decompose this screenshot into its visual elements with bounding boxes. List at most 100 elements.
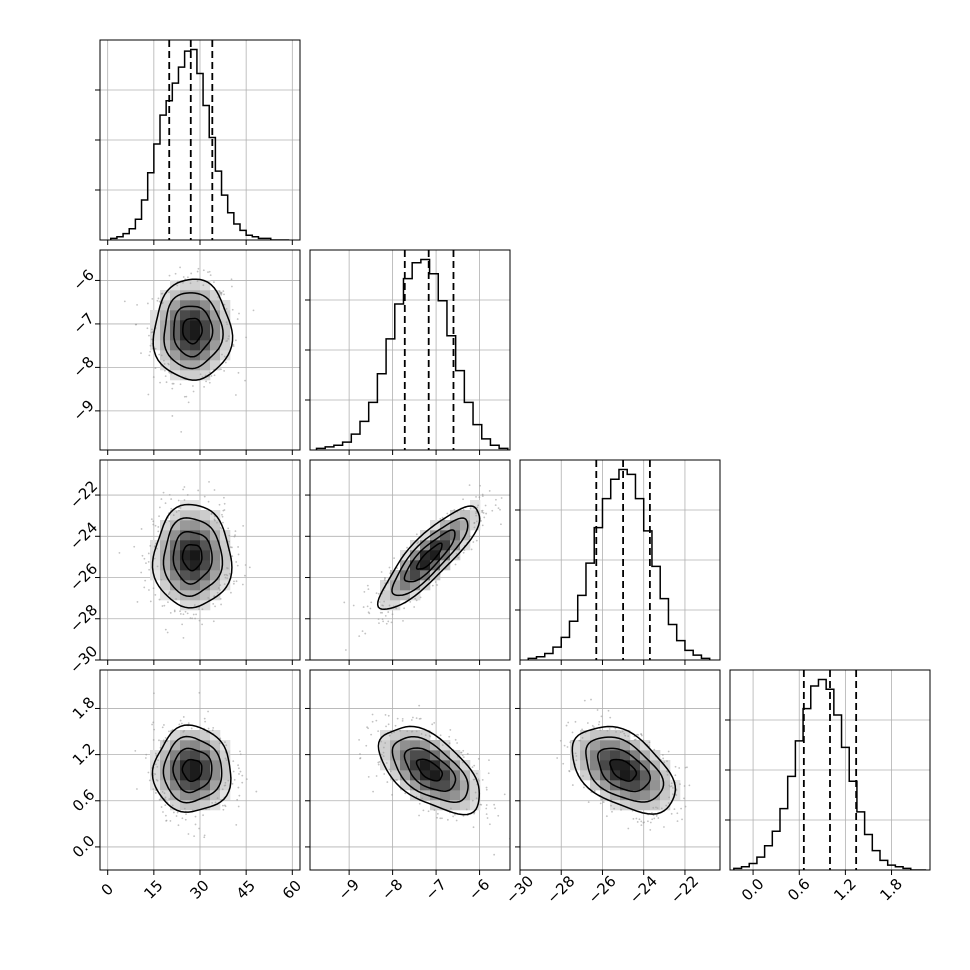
- sample-point: [158, 300, 161, 303]
- density-cell: [200, 520, 211, 531]
- sample-point: [154, 593, 157, 596]
- sample-point: [154, 752, 157, 755]
- sample-point: [223, 502, 226, 505]
- sample-point: [481, 493, 484, 496]
- hist-bar: [343, 442, 352, 450]
- sample-point: [163, 604, 166, 607]
- sample-point: [167, 601, 169, 604]
- sample-point: [683, 785, 686, 787]
- sample-point: [134, 749, 137, 752]
- sample-point: [164, 796, 167, 799]
- density-cell: [210, 780, 221, 791]
- density-cell: [210, 340, 221, 351]
- sample-point: [473, 764, 476, 767]
- sample-point: [224, 576, 227, 579]
- y-tick-label: −7: [69, 309, 97, 337]
- density-cell: [620, 750, 631, 761]
- sample-point: [171, 387, 174, 390]
- sample-point: [165, 381, 168, 384]
- sample-point: [485, 804, 488, 806]
- contour-level-0: [609, 758, 638, 782]
- sample-point: [237, 767, 240, 770]
- scatter-panel-3-1: −9 −8 −7 −6: [305, 669, 511, 904]
- sample-point: [221, 788, 224, 791]
- sample-point: [222, 290, 225, 293]
- x-tick-label: −6: [465, 875, 493, 903]
- y-tick-label: −9: [69, 396, 97, 424]
- hist-bar: [880, 860, 888, 870]
- density-cell: [450, 790, 461, 801]
- density-cell: [210, 310, 221, 321]
- sample-point: [219, 589, 222, 592]
- density-cell: [410, 560, 421, 571]
- hist-bar: [569, 621, 577, 660]
- sample-point: [177, 824, 180, 827]
- density-cell: [200, 770, 211, 781]
- sample-point: [439, 817, 442, 820]
- density-cell: [410, 790, 421, 801]
- density-cell: [190, 340, 201, 351]
- density-cell: [170, 730, 181, 741]
- sample-point: [377, 763, 380, 766]
- sample-point: [157, 759, 160, 762]
- sample-point: [383, 578, 386, 581]
- density-cell: [450, 540, 461, 551]
- density-cell: [220, 560, 231, 571]
- sample-point: [172, 382, 175, 385]
- y-tick-label: 0.0: [69, 832, 99, 862]
- sample-point: [168, 493, 171, 496]
- sample-point: [388, 566, 391, 569]
- hist-bar: [154, 144, 160, 240]
- sample-point: [384, 614, 387, 617]
- y-tick-label: 1.2: [69, 739, 99, 769]
- density-cell: [630, 800, 641, 811]
- density-cell: [380, 750, 391, 761]
- sample-point: [406, 546, 408, 549]
- sample-point: [415, 730, 418, 733]
- density-cell: [180, 300, 191, 311]
- sample-point: [385, 725, 387, 728]
- sample-point: [649, 829, 652, 831]
- sample-point: [449, 729, 452, 731]
- sample-point: [683, 797, 685, 800]
- sample-point: [460, 751, 463, 754]
- density-cell: [160, 740, 171, 751]
- scatter-panel-1-0: −9 −8 −7 −6: [69, 247, 301, 455]
- sample-point: [559, 739, 562, 742]
- density-cell: [630, 740, 641, 751]
- x-tick-label: −28: [543, 872, 578, 907]
- density-cell: [190, 350, 201, 361]
- sample-point: [151, 328, 153, 331]
- sample-point: [475, 514, 478, 517]
- sample-point: [196, 280, 199, 283]
- sample-point: [483, 516, 486, 519]
- sample-point: [183, 247, 185, 249]
- sample-point: [217, 587, 220, 589]
- sample-point: [454, 738, 457, 741]
- sample-point: [235, 823, 238, 826]
- density-cell: [210, 750, 221, 761]
- density-cell: [620, 800, 631, 811]
- sample-point: [211, 729, 214, 732]
- sample-point: [640, 734, 643, 737]
- hist-bar: [123, 234, 129, 240]
- hist-bar: [160, 115, 166, 240]
- density-cell: [400, 760, 411, 771]
- sample-point: [184, 818, 187, 821]
- sample-point: [500, 523, 502, 526]
- density-cell: [150, 760, 161, 771]
- hist-bar: [142, 200, 148, 240]
- sample-point: [214, 801, 217, 804]
- density-cell: [420, 780, 431, 791]
- sample-point: [224, 361, 227, 364]
- sample-point: [475, 539, 478, 542]
- contour-level-0: [182, 317, 203, 345]
- density-cell: [200, 340, 211, 351]
- sample-point: [366, 584, 369, 587]
- sample-point: [187, 276, 189, 279]
- contour-level-1: [403, 529, 456, 583]
- sample-point: [413, 606, 416, 608]
- sample-point: [623, 732, 626, 735]
- density-cell: [220, 740, 231, 751]
- sample-point: [225, 307, 228, 310]
